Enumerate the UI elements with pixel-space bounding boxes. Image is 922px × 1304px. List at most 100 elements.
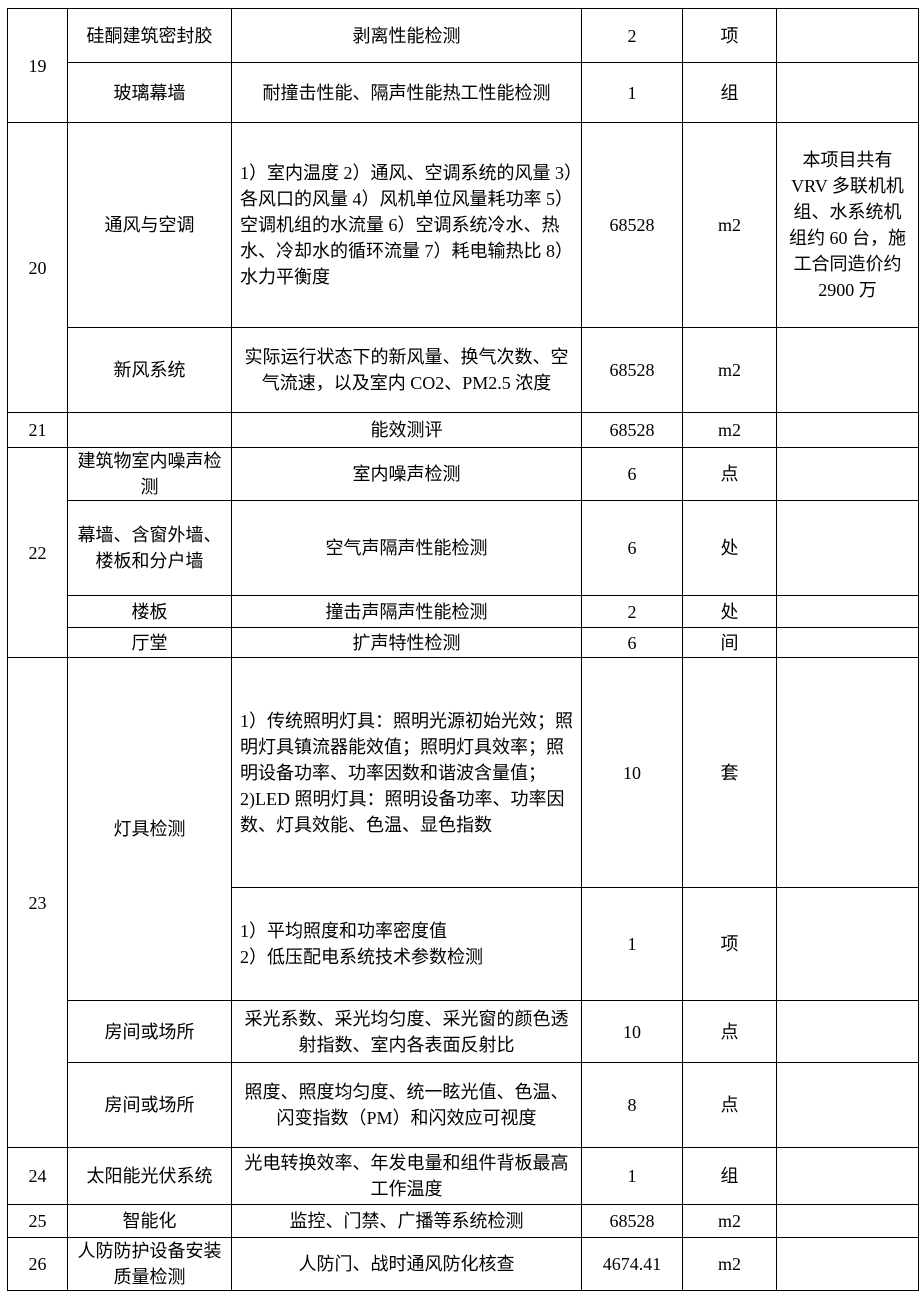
- note: [776, 657, 919, 888]
- table-row: 幕墙、含窗外墙、楼板和分户墙 空气声隔声性能检测 6 处: [8, 500, 919, 596]
- table-row: 19 硅酮建筑密封胶 剥离性能检测 2 项: [7, 8, 919, 123]
- unit: 点: [682, 447, 777, 501]
- test-content: 1）平均照度和功率密度值 2）低压配电系统技术参数检测: [231, 887, 582, 1001]
- item-name: 房间或场所: [67, 1062, 232, 1148]
- table-row: 新风系统 实际运行状态下的新风量、换气次数、空气流速，以及室内 CO2、PM2.…: [8, 327, 919, 413]
- test-content: 能效测评: [231, 412, 582, 448]
- test-content: 剥离性能检测: [231, 8, 582, 63]
- test-content: 监控、门禁、广播等系统检测: [231, 1204, 582, 1238]
- test-content: 采光系数、采光均匀度、采光窗的颜色透射指数、室内各表面反射比: [231, 1000, 582, 1063]
- unit: 点: [682, 1000, 777, 1063]
- item-name: 厅堂: [67, 627, 232, 658]
- quantity: 68528: [581, 327, 683, 413]
- quantity: 2: [581, 8, 683, 63]
- quantity: 6: [581, 627, 683, 658]
- test-content: 耐撞击性能、隔声性能热工性能检测: [231, 62, 582, 123]
- note: [776, 887, 919, 1001]
- test-content: 照度、照度均匀度、统一眩光值、色温、闪变指数（PM）和闪效应可视度: [231, 1062, 582, 1148]
- test-content: 光电转换效率、年发电量和组件背板最高工作温度: [231, 1147, 582, 1205]
- unit: 组: [682, 62, 777, 123]
- note: 本项目共有VRV 多联机机组、水系统机组约 60 台，施工合同造价约 2900 …: [776, 122, 919, 328]
- note: [776, 1204, 919, 1238]
- test-content: 撞击声隔声性能检测: [231, 595, 582, 628]
- note: [776, 627, 919, 658]
- quantity: 68528: [581, 412, 683, 448]
- note: [776, 1237, 919, 1291]
- unit: m2: [682, 1237, 777, 1291]
- table-row: 26 人防防护设备安装质量检测 人防门、战时通风防化核查 4674.41 m2: [7, 1237, 919, 1291]
- note: [776, 8, 919, 63]
- table-row: 24 太阳能光伏系统 光电转换效率、年发电量和组件背板最高工作温度 1 组: [7, 1147, 919, 1205]
- unit: 项: [682, 8, 777, 63]
- note: [776, 595, 919, 628]
- quantity: 8: [581, 1062, 683, 1148]
- note: [776, 1147, 919, 1205]
- quantity: 4674.41: [581, 1237, 683, 1291]
- note: [776, 412, 919, 448]
- unit: 点: [682, 1062, 777, 1148]
- row-number: 19: [7, 8, 68, 123]
- note: [776, 327, 919, 413]
- item-name: [67, 412, 232, 448]
- table-row: 楼板 撞击声隔声性能检测 2 处: [8, 595, 919, 628]
- quantity: 1: [581, 62, 683, 123]
- item-name: 幕墙、含窗外墙、楼板和分户墙: [67, 500, 232, 596]
- table-row: 房间或场所 采光系数、采光均匀度、采光窗的颜色透射指数、室内各表面反射比 10 …: [8, 1000, 919, 1063]
- row-number: 22: [7, 447, 68, 658]
- test-content: 空气声隔声性能检测: [231, 500, 582, 596]
- item-name: 建筑物室内噪声检测: [67, 447, 232, 501]
- note: [776, 1000, 919, 1063]
- unit: m2: [682, 1204, 777, 1238]
- table-row: 房间或场所 照度、照度均匀度、统一眩光值、色温、闪变指数（PM）和闪效应可视度 …: [8, 1062, 919, 1148]
- item-name: 新风系统: [67, 327, 232, 413]
- quantity: 10: [581, 1000, 683, 1063]
- row-number: 23: [7, 657, 68, 1148]
- unit: m2: [682, 412, 777, 448]
- quantity: 2: [581, 595, 683, 628]
- row-number: 24: [7, 1147, 68, 1205]
- row-number: 21: [7, 412, 68, 448]
- table-row: 1）平均照度和功率密度值 2）低压配电系统技术参数检测 1 项: [8, 887, 919, 1001]
- table-row: 21 能效测评 68528 m2: [7, 412, 919, 448]
- note: [776, 500, 919, 596]
- table-row: 玻璃幕墙 耐撞击性能、隔声性能热工性能检测 1 组: [8, 62, 919, 123]
- unit: 组: [682, 1147, 777, 1205]
- quantity: 68528: [581, 122, 683, 328]
- test-content: 扩声特性检测: [231, 627, 582, 658]
- quantity: 68528: [581, 1204, 683, 1238]
- unit: 套: [682, 657, 777, 888]
- test-content: 室内噪声检测: [231, 447, 582, 501]
- quantity: 6: [581, 447, 683, 501]
- quantity: 10: [581, 657, 683, 888]
- unit: m2: [682, 327, 777, 413]
- unit: 间: [682, 627, 777, 658]
- table-row: 厅堂 扩声特性检测 6 间: [8, 627, 919, 658]
- note: [776, 447, 919, 501]
- table-row: 22 建筑物室内噪声检测 室内噪声检测 6 点: [7, 447, 919, 658]
- inspection-table: 19 硅酮建筑密封胶 剥离性能检测 2 项 玻璃幕墙 耐撞击性能、隔声性能热工性…: [7, 8, 919, 1291]
- unit: 处: [682, 595, 777, 628]
- quantity: 1: [581, 887, 683, 1001]
- item-name: 玻璃幕墙: [67, 62, 232, 123]
- test-content: 人防门、战时通风防化核查: [231, 1237, 582, 1291]
- item-name: 智能化: [67, 1204, 232, 1238]
- item-name: 硅酮建筑密封胶: [67, 8, 232, 63]
- test-content: 1）室内温度 2）通风、空调系统的风量 3）各风口的风量 4）风机单位风量耗功率…: [231, 122, 582, 328]
- unit: m2: [682, 122, 777, 328]
- test-content: 1）传统照明灯具：照明光源初始光效；照明灯具镇流器能效值；照明灯具效率；照明设备…: [231, 657, 582, 888]
- quantity: 6: [581, 500, 683, 596]
- test-content: 实际运行状态下的新风量、换气次数、空气流速，以及室内 CO2、PM2.5 浓度: [231, 327, 582, 413]
- item-name: 楼板: [67, 595, 232, 628]
- row-number: 25: [7, 1204, 68, 1238]
- row-number: 20: [7, 122, 68, 413]
- table-row: 25 智能化 监控、门禁、广播等系统检测 68528 m2: [7, 1204, 919, 1238]
- item-name: 人防防护设备安装质量检测: [67, 1237, 232, 1291]
- item-name: 灯具检测: [67, 657, 232, 1001]
- item-name: 太阳能光伏系统: [67, 1147, 232, 1205]
- table-row: 23 灯具检测 1）传统照明灯具：照明光源初始光效；照明灯具镇流器能效值；照明灯…: [7, 657, 919, 1148]
- item-name: 房间或场所: [67, 1000, 232, 1063]
- unit: 处: [682, 500, 777, 596]
- note: [776, 1062, 919, 1148]
- quantity: 1: [581, 1147, 683, 1205]
- item-name: 通风与空调: [67, 122, 232, 328]
